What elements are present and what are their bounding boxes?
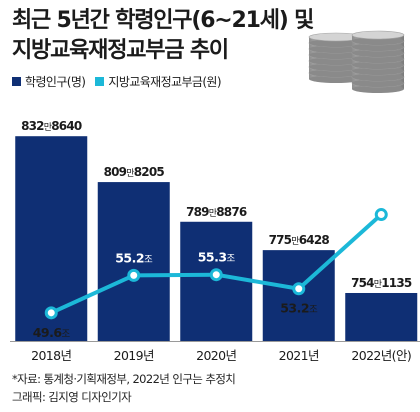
- bar-value-label: 832만8640: [21, 119, 82, 133]
- legend-swatch-grant: [95, 77, 105, 86]
- chart-title-line2: 지방교육재정교부금 추이: [12, 38, 229, 63]
- line-point: [209, 268, 223, 282]
- bar-value-label: 789만8876: [186, 205, 247, 219]
- bar-value-label: 754만1135: [351, 276, 412, 290]
- line-value-label: 55.2조: [115, 250, 153, 265]
- x-tick-label: 2020년: [196, 348, 236, 363]
- chart-legend: 학령인구(명) 지방교육재정교부금(원): [12, 73, 231, 90]
- x-tick-label: 2022년(안): [351, 348, 411, 363]
- legend-label-grant: 지방교육재정교부금(원): [108, 75, 221, 89]
- x-tick-label: 2018년: [31, 348, 71, 363]
- bar: [180, 221, 253, 341]
- line-point: [292, 282, 306, 296]
- source-note: *자료: 통계청·기획재정부, 2022년 인구는 추정치: [12, 372, 236, 386]
- legend-item-students: 학령인구(명): [12, 73, 86, 90]
- coin-stack-icon: [308, 30, 405, 93]
- line-value-label: 64.3조: [363, 190, 401, 205]
- line-point: [374, 208, 388, 222]
- bar: [345, 292, 418, 341]
- credit-note: 그래픽: 김지영 디자인기자: [12, 390, 132, 404]
- chart-title-line1: 최근 5년간 학령인구(6~21세) 및: [12, 8, 314, 33]
- line-value-label: 55.3조: [198, 250, 236, 265]
- legend-item-grant: 지방교육재정교부금(원): [95, 73, 222, 90]
- x-tick-label: 2021년: [279, 348, 319, 363]
- line-value-label: 49.6조: [33, 325, 71, 340]
- legend-label-students: 학령인구(명): [25, 75, 86, 89]
- line-point: [44, 306, 58, 320]
- bar: [97, 182, 170, 341]
- bar-value-label: 809만8205: [104, 165, 165, 179]
- legend-swatch-students: [12, 77, 21, 86]
- line-point: [127, 268, 141, 282]
- x-tick-label: 2019년: [114, 348, 154, 363]
- bar-value-label: 775만6428: [269, 233, 330, 247]
- line-value-label: 53.2조: [280, 301, 318, 316]
